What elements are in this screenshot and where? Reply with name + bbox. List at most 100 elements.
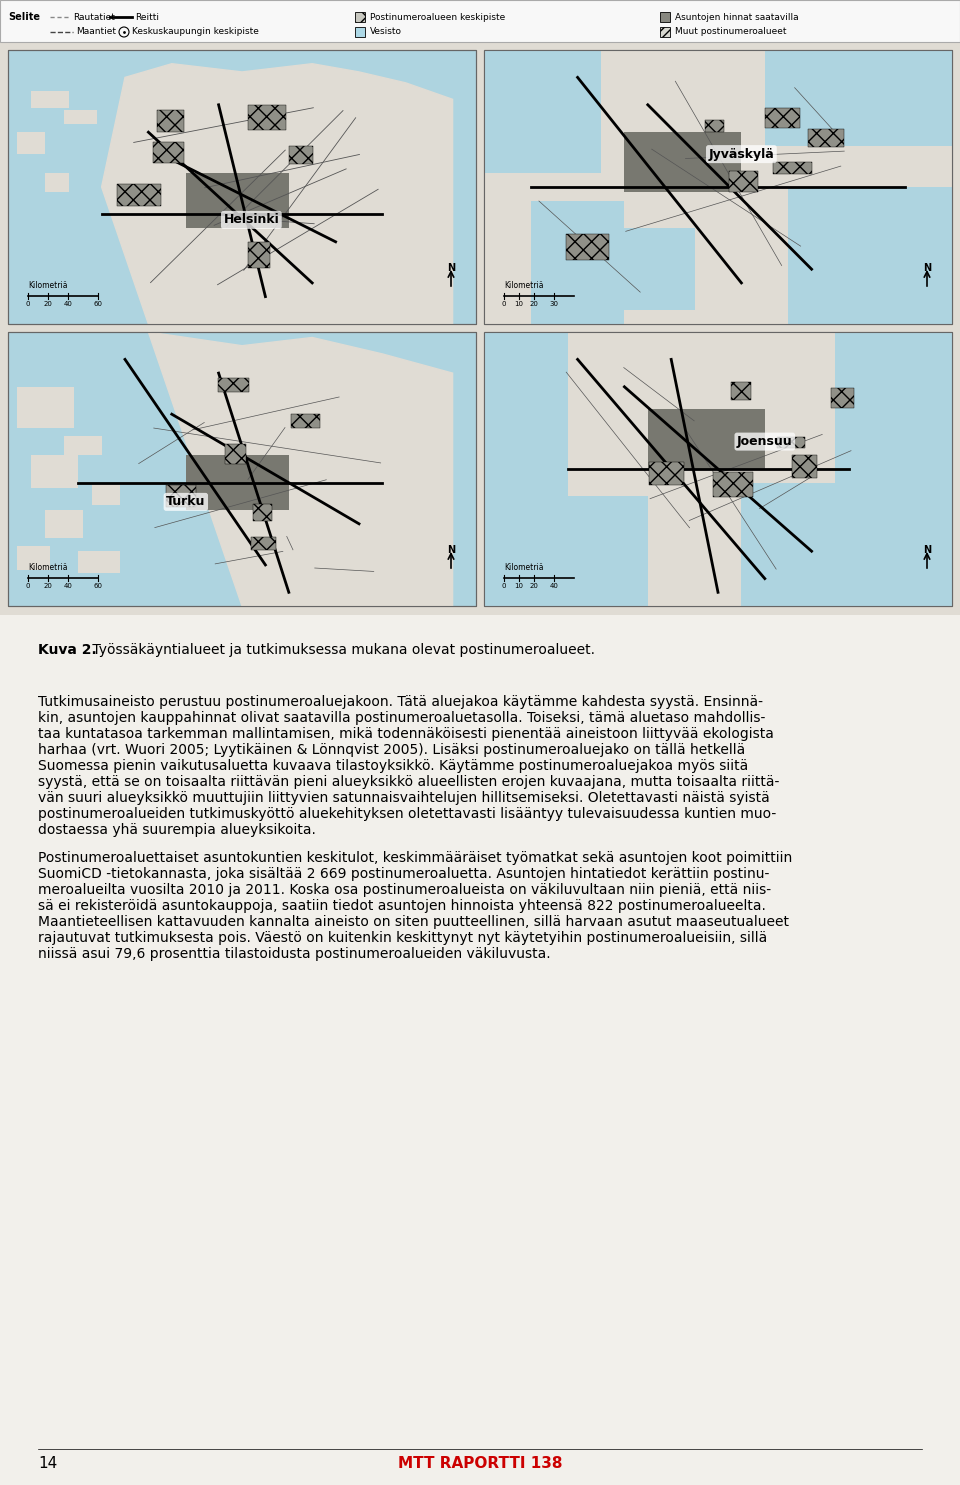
Bar xyxy=(64,110,97,123)
Text: Tutkimusaineisto perustuu postinumeroaluejakoon. Tätä aluejakoa käytämme kahdest: Tutkimusaineisto perustuu postinumeroalu… xyxy=(38,695,763,708)
Text: syystä, että se on toisaalta riittävän pieni alueyksikkö alueellisten erojen kuv: syystä, että se on toisaalta riittävän p… xyxy=(38,775,780,789)
Bar xyxy=(765,108,801,128)
Text: Postinumeroalueen keskipiste: Postinumeroalueen keskipiste xyxy=(370,12,505,21)
Bar xyxy=(835,333,952,606)
Bar xyxy=(484,50,601,174)
Text: Kilometriä: Kilometriä xyxy=(504,281,543,290)
Bar xyxy=(8,50,476,324)
Text: postinumeroalueiden tutkimuskyöttö aluekehityksen oletettavasti lisääntyy tuleva: postinumeroalueiden tutkimuskyöttö aluek… xyxy=(38,806,777,821)
Text: Kilometriä: Kilometriä xyxy=(28,563,67,572)
Text: Selite: Selite xyxy=(8,12,40,22)
Bar xyxy=(484,333,952,606)
Text: 60: 60 xyxy=(93,584,103,590)
Bar xyxy=(32,91,69,107)
Bar xyxy=(17,386,74,428)
Text: meroalueilta vuosilta 2010 ja 2011. Koska osa postinumeroalueista on väkiluvulta: meroalueilta vuosilta 2010 ja 2011. Kosk… xyxy=(38,884,771,897)
Bar xyxy=(8,333,476,606)
Polygon shape xyxy=(149,333,452,606)
Text: N: N xyxy=(447,545,455,555)
Text: 60: 60 xyxy=(93,301,103,307)
Bar xyxy=(649,462,684,486)
Text: Vesisto: Vesisto xyxy=(370,28,402,37)
Text: Joensuu: Joensuu xyxy=(737,435,793,448)
Bar xyxy=(554,496,648,606)
Bar xyxy=(32,456,78,489)
Text: 0: 0 xyxy=(26,584,31,590)
Bar xyxy=(765,50,952,146)
Bar xyxy=(225,444,247,465)
Text: N: N xyxy=(923,263,931,273)
Bar xyxy=(355,27,365,37)
Bar xyxy=(45,174,69,193)
Text: Kuva 2.: Kuva 2. xyxy=(38,643,97,656)
Text: dostaessa yhä suurempia alueyksikoita.: dostaessa yhä suurempia alueyksikoita. xyxy=(38,823,316,838)
Text: 20: 20 xyxy=(43,301,53,307)
Bar xyxy=(248,242,270,269)
Bar xyxy=(660,12,670,22)
Bar xyxy=(732,383,752,401)
Bar xyxy=(156,110,184,132)
Bar xyxy=(64,437,102,456)
Bar xyxy=(741,483,845,606)
Text: 0: 0 xyxy=(26,301,31,307)
Text: Työssäkäyntialueet ja tutkimuksessa mukana olevat postinumeroalueet.: Työssäkäyntialueet ja tutkimuksessa muka… xyxy=(88,643,595,656)
Bar xyxy=(566,235,610,260)
Text: taa kuntatasoa tarkemman mallintamisen, mikä todennäköisesti pienentää aineistoo: taa kuntatasoa tarkemman mallintamisen, … xyxy=(38,728,774,741)
Text: 10: 10 xyxy=(515,301,523,307)
Text: N: N xyxy=(923,545,931,555)
Polygon shape xyxy=(102,64,452,324)
Bar xyxy=(186,174,289,229)
Text: 40: 40 xyxy=(63,584,72,590)
Bar xyxy=(355,12,365,22)
Bar xyxy=(17,132,45,154)
Text: Suomessa pienin vaikutusaluetta kuvaava tilastoyksikkö. Käytämme postinumeroalue: Suomessa pienin vaikutusaluetta kuvaava … xyxy=(38,759,748,774)
Bar xyxy=(484,333,568,606)
Bar xyxy=(788,187,952,324)
Text: Maantieteellisen kattavuuden kannalta aineisto on siten puutteellinen, sillä har: Maantieteellisen kattavuuden kannalta ai… xyxy=(38,915,789,930)
Bar xyxy=(78,551,120,573)
Text: N: N xyxy=(447,263,455,273)
Bar xyxy=(773,162,811,174)
Bar xyxy=(648,408,765,469)
Bar xyxy=(624,132,741,193)
Text: 30: 30 xyxy=(549,301,559,307)
Bar xyxy=(792,454,817,478)
Bar xyxy=(0,0,960,42)
Bar xyxy=(484,333,952,606)
Bar xyxy=(154,143,184,163)
Text: Helsinki: Helsinki xyxy=(224,214,279,226)
Bar xyxy=(484,50,952,324)
Text: 20: 20 xyxy=(530,301,539,307)
Text: MTT RAPORTTI 138: MTT RAPORTTI 138 xyxy=(397,1455,563,1470)
Bar xyxy=(8,50,476,324)
Bar xyxy=(0,0,960,615)
Text: SuomiCD -tietokannasta, joka sisältää 2 669 postinumeroaluetta. Asuntojen hintat: SuomiCD -tietokannasta, joka sisältää 2 … xyxy=(38,867,769,881)
Text: kin, asuntojen kauppahinnat olivat saatavilla postinumeroaluetasolla. Toiseksi, : kin, asuntojen kauppahinnat olivat saata… xyxy=(38,711,765,725)
Text: niissä asui 79,6 prosenttia tilastoidusta postinumeroalueiden väkiluvusta.: niissä asui 79,6 prosenttia tilastoidust… xyxy=(38,947,551,961)
Text: harhaa (vrt. Wuori 2005; Lyytikäinen & Lönnqvist 2005). Lisäksi postinumeroaluej: harhaa (vrt. Wuori 2005; Lyytikäinen & L… xyxy=(38,742,745,757)
Bar xyxy=(252,538,276,551)
Bar xyxy=(8,333,476,606)
Bar xyxy=(705,120,724,132)
Text: Rautatiet: Rautatiet xyxy=(73,12,115,21)
Bar xyxy=(660,27,670,37)
Bar xyxy=(531,200,624,324)
Text: 14: 14 xyxy=(38,1455,58,1470)
Text: Asuntojen hinnat saatavilla: Asuntojen hinnat saatavilla xyxy=(675,12,799,21)
Text: 20: 20 xyxy=(43,584,53,590)
Bar xyxy=(291,414,321,429)
Text: Muut postinumeroalueet: Muut postinumeroalueet xyxy=(675,28,786,37)
Bar xyxy=(186,456,289,511)
Text: Keskuskaupungin keskipiste: Keskuskaupungin keskipiste xyxy=(132,28,259,37)
Bar xyxy=(807,129,844,147)
Text: Kilometriä: Kilometriä xyxy=(28,281,67,290)
Bar xyxy=(249,105,286,131)
Bar xyxy=(484,50,952,324)
Bar xyxy=(117,184,161,206)
Bar xyxy=(729,171,757,192)
Text: rajautuvat tutkimuksesta pois. Väestö on kuitenkin keskittynyt nyt käytetyihin p: rajautuvat tutkimuksesta pois. Väestö on… xyxy=(38,931,767,944)
Text: 40: 40 xyxy=(549,584,559,590)
Text: Kilometriä: Kilometriä xyxy=(504,563,543,572)
Bar xyxy=(219,379,250,392)
Text: 0: 0 xyxy=(502,301,506,307)
